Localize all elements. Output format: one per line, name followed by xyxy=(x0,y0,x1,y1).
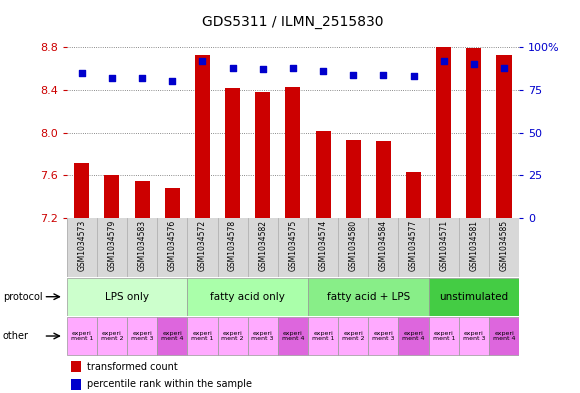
Bar xyxy=(165,188,180,218)
Text: experi
ment 4: experi ment 4 xyxy=(403,331,425,341)
Point xyxy=(77,70,86,76)
Bar xyxy=(255,92,270,218)
Text: GDS5311 / ILMN_2515830: GDS5311 / ILMN_2515830 xyxy=(202,15,383,29)
Point xyxy=(168,78,177,84)
Text: experi
ment 4: experi ment 4 xyxy=(493,331,515,341)
Bar xyxy=(346,140,361,218)
Text: transformed count: transformed count xyxy=(87,362,178,372)
Text: experi
ment 2: experi ment 2 xyxy=(342,331,364,341)
Bar xyxy=(406,172,421,218)
Bar xyxy=(436,47,451,218)
Text: experi
ment 3: experi ment 3 xyxy=(463,331,485,341)
Text: experi
ment 2: experi ment 2 xyxy=(222,331,244,341)
Text: fatty acid + LPS: fatty acid + LPS xyxy=(327,292,410,302)
Text: GSM1034573: GSM1034573 xyxy=(77,220,86,271)
Text: GSM1034571: GSM1034571 xyxy=(439,220,448,271)
Text: other: other xyxy=(3,331,29,341)
Bar xyxy=(157,317,187,355)
Text: LPS only: LPS only xyxy=(105,292,149,302)
Bar xyxy=(104,175,119,218)
Point xyxy=(258,66,267,73)
Bar xyxy=(308,317,338,355)
Bar xyxy=(429,317,459,355)
Text: experi
ment 1: experi ment 1 xyxy=(191,331,213,341)
Text: experi
ment 3: experi ment 3 xyxy=(131,331,153,341)
Text: GSM1034584: GSM1034584 xyxy=(379,220,388,271)
Text: experi
ment 4: experi ment 4 xyxy=(282,331,304,341)
Bar xyxy=(127,317,157,355)
Text: GSM1034583: GSM1034583 xyxy=(137,220,147,271)
Text: GSM1034576: GSM1034576 xyxy=(168,220,177,271)
Bar xyxy=(285,87,300,218)
Text: GSM1034575: GSM1034575 xyxy=(288,220,298,271)
Bar xyxy=(218,317,248,355)
Bar xyxy=(429,278,519,316)
Bar xyxy=(97,317,127,355)
Bar xyxy=(466,48,481,218)
Text: GSM1034574: GSM1034574 xyxy=(318,220,328,271)
Bar xyxy=(368,317,398,355)
Bar xyxy=(338,317,368,355)
Bar xyxy=(278,317,308,355)
Bar xyxy=(459,317,489,355)
Bar xyxy=(376,141,391,218)
Text: GSM1034572: GSM1034572 xyxy=(198,220,207,271)
Bar xyxy=(187,278,308,316)
Text: GSM1034581: GSM1034581 xyxy=(469,220,478,271)
Point xyxy=(288,64,298,71)
Text: protocol: protocol xyxy=(3,292,42,302)
Text: percentile rank within the sample: percentile rank within the sample xyxy=(87,379,252,389)
Bar xyxy=(187,317,218,355)
Point xyxy=(409,73,418,79)
Point xyxy=(198,58,207,64)
Bar xyxy=(195,55,210,218)
Point xyxy=(137,75,147,81)
Bar xyxy=(316,130,331,218)
Text: GSM1034582: GSM1034582 xyxy=(258,220,267,271)
Text: experi
ment 1: experi ment 1 xyxy=(312,331,334,341)
Bar xyxy=(225,88,240,218)
Bar xyxy=(71,379,81,390)
Text: GSM1034585: GSM1034585 xyxy=(499,220,509,271)
Bar xyxy=(67,278,187,316)
Bar xyxy=(489,317,519,355)
Text: unstimulated: unstimulated xyxy=(439,292,509,302)
Text: experi
ment 4: experi ment 4 xyxy=(161,331,183,341)
Text: GSM1034577: GSM1034577 xyxy=(409,220,418,271)
Point xyxy=(349,72,358,78)
Text: GSM1034579: GSM1034579 xyxy=(107,220,117,271)
Bar xyxy=(135,181,150,218)
Text: GSM1034580: GSM1034580 xyxy=(349,220,358,271)
Text: experi
ment 1: experi ment 1 xyxy=(433,331,455,341)
Point xyxy=(228,64,237,71)
Bar xyxy=(308,278,429,316)
Point xyxy=(469,61,478,67)
Text: fatty acid only: fatty acid only xyxy=(210,292,285,302)
Point xyxy=(379,72,388,78)
Point xyxy=(439,58,448,64)
Point xyxy=(107,75,117,81)
Bar xyxy=(74,163,89,218)
Bar xyxy=(496,55,512,218)
Text: experi
ment 1: experi ment 1 xyxy=(71,331,93,341)
Bar xyxy=(248,317,278,355)
Text: experi
ment 3: experi ment 3 xyxy=(372,331,394,341)
Bar xyxy=(67,317,97,355)
Text: experi
ment 3: experi ment 3 xyxy=(252,331,274,341)
Text: GSM1034578: GSM1034578 xyxy=(228,220,237,271)
Point xyxy=(318,68,328,74)
Point xyxy=(499,64,509,71)
Text: experi
ment 2: experi ment 2 xyxy=(101,331,123,341)
Bar xyxy=(71,361,81,373)
Bar xyxy=(398,317,429,355)
